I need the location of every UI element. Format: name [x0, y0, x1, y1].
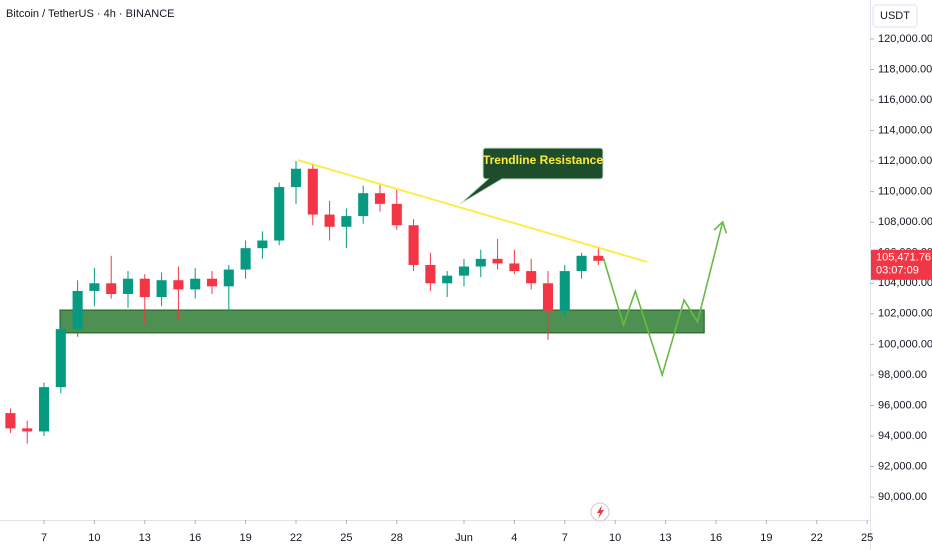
projection-arrow: [713, 220, 728, 234]
x-tick-label: 4: [511, 532, 517, 544]
candle-body: [391, 203, 402, 226]
y-tick-label: 98,000.00: [878, 369, 927, 381]
candle-body: [5, 413, 16, 429]
candle-body: [542, 283, 554, 311]
candle-body: [22, 428, 33, 432]
candle-body: [341, 216, 352, 227]
candle-body: [458, 266, 470, 276]
candle-body: [358, 193, 369, 217]
x-tick-label: 13: [659, 532, 671, 544]
callout: Trendline Resistance: [459, 147, 604, 205]
y-tick-label: 102,000.00: [878, 308, 932, 320]
last-price-tag: [871, 249, 932, 280]
candle-body: [307, 168, 318, 215]
candle-body: [559, 271, 570, 311]
x-tick-label: 16: [710, 532, 722, 544]
candle-body: [475, 258, 486, 267]
x-tick-label: 19: [239, 532, 251, 544]
y-tick-label: 114,000.00: [878, 124, 932, 136]
x-tick-label: 7: [41, 532, 47, 544]
candle-body: [89, 283, 100, 291]
y-tick-label: 100,000.00: [878, 338, 932, 350]
y-tick-label: 96,000.00: [878, 399, 927, 411]
candle-body: [593, 255, 604, 261]
candle-body: [38, 387, 50, 432]
y-tick-label: 116,000.00: [878, 94, 932, 106]
plot: Trendline Resistance: [5, 147, 728, 444]
x-tick-label: 25: [340, 532, 352, 544]
y-tick-label: 92,000.00: [878, 460, 927, 472]
y-tick-label: 112,000.00: [878, 155, 932, 167]
candle-body: [240, 248, 251, 270]
x-tick-label: 10: [609, 532, 621, 544]
candle-body: [190, 278, 201, 290]
bolt-icon[interactable]: [590, 502, 610, 522]
candle-body: [106, 283, 117, 294]
currency-box[interactable]: [872, 4, 918, 28]
candle-body: [492, 258, 503, 264]
x-tick-label: 22: [811, 532, 823, 544]
projection-path: [602, 221, 724, 378]
x-tick-label: 13: [139, 532, 151, 544]
x-tick-label: Jun: [455, 532, 473, 544]
callout-text: Trendline Resistance: [483, 153, 603, 167]
candle-body: [290, 168, 302, 188]
candle-body: [223, 269, 234, 287]
candle-body: [425, 264, 436, 284]
candle-body: [509, 263, 520, 272]
y-tick-label: 90,000.00: [878, 491, 927, 503]
candle-body: [156, 280, 167, 298]
candle-body: [324, 214, 335, 227]
currency: USDT: [880, 10, 910, 22]
candle-body: [206, 278, 218, 287]
callout-box: [459, 147, 604, 205]
x-tick-label: 25: [861, 532, 873, 544]
candle-body: [408, 225, 419, 265]
x-tick-label: 28: [391, 532, 403, 544]
chart-title: Bitcoin / TetherUS · 4h · BINANCE: [6, 8, 175, 20]
candle-body: [442, 275, 453, 284]
support-zone: [59, 309, 705, 334]
x-tick-label: 22: [290, 532, 302, 544]
x-tick-label: 16: [189, 532, 201, 544]
y-tick-label: 94,000.00: [878, 430, 927, 442]
trendline: [297, 159, 648, 263]
candle-body: [526, 271, 537, 284]
candle-body: [257, 240, 268, 249]
y-tick-label: 110,000.00: [878, 186, 932, 198]
candle-body: [55, 329, 66, 388]
candle-body: [173, 280, 184, 290]
y-tick-label: 118,000.00: [878, 63, 932, 75]
candle-body: [374, 193, 386, 204]
y-tick-label: 108,000.00: [878, 216, 932, 228]
candle-body: [72, 290, 83, 330]
y-tick-label: 120,000.00: [878, 33, 932, 45]
x-tick-label: 10: [88, 532, 100, 544]
last-price: 105,471.76: [876, 252, 931, 264]
candle-body: [576, 255, 587, 272]
candle-body: [122, 278, 134, 294]
x-tick-label: 19: [760, 532, 772, 544]
y-tick-label: 104,000.00: [878, 277, 932, 289]
x-tick-label: 7: [562, 532, 568, 544]
candle-body: [139, 278, 150, 298]
candle-body: [274, 187, 285, 241]
countdown: 03:07:09: [876, 265, 919, 277]
